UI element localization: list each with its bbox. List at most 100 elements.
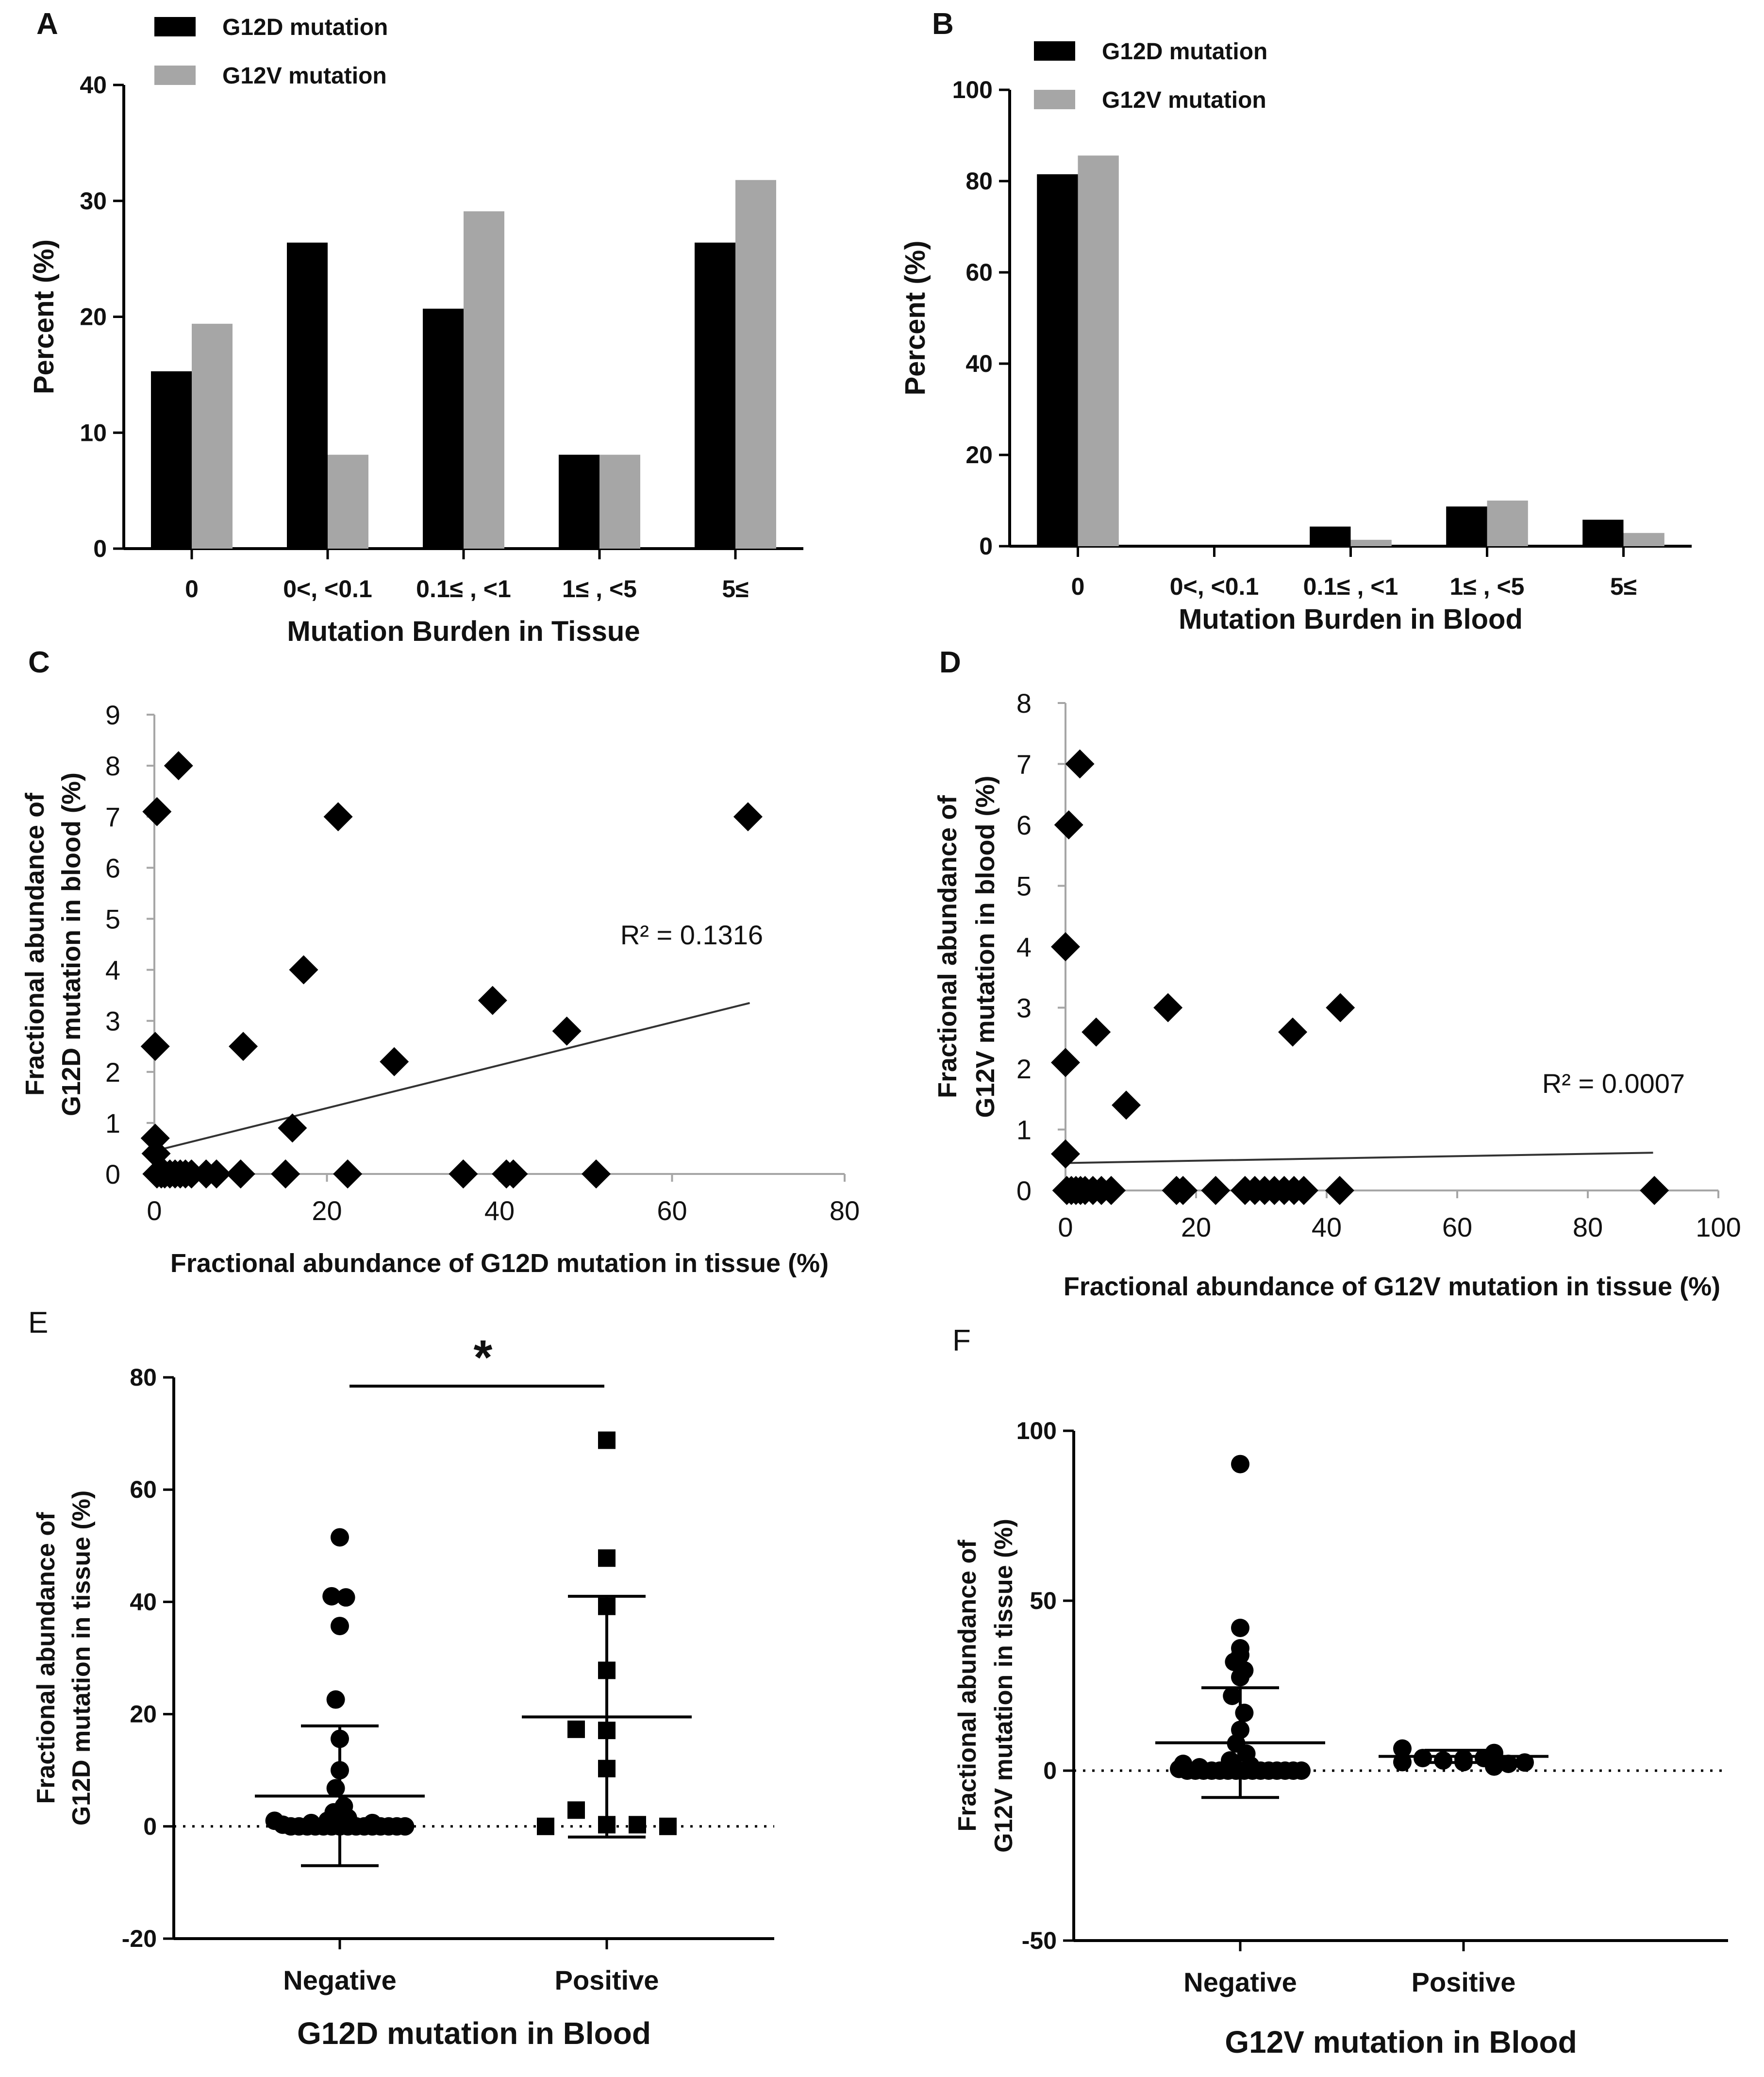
data-point <box>302 1813 321 1832</box>
y-tick-label: 8 <box>1016 688 1032 719</box>
bar <box>328 454 368 549</box>
legend-label: G12D mutation <box>222 15 388 40</box>
legend-label: G12V mutation <box>222 63 387 89</box>
data-point <box>1051 1139 1080 1169</box>
y-tick-label: 6 <box>105 853 120 883</box>
data-point <box>1051 932 1080 961</box>
data-point <box>537 1817 554 1835</box>
x-tick-label: 80 <box>830 1195 860 1226</box>
x-tick-label: 0<, <0.1 <box>1170 573 1259 600</box>
data-point <box>201 1159 231 1189</box>
panel-letter: D <box>939 646 961 679</box>
x-tick-label: 40 <box>484 1195 515 1226</box>
bar <box>1310 526 1351 546</box>
x-tick-label: 0 <box>1058 1212 1073 1242</box>
x-tick-label: Positive <box>555 1965 659 1995</box>
bar <box>287 242 328 549</box>
y-tick-label: 6 <box>1016 810 1032 840</box>
data-point <box>1168 1176 1198 1205</box>
bar <box>1446 506 1487 546</box>
y-tick-label: 3 <box>105 1006 120 1037</box>
y-tick-label: -20 <box>122 1925 157 1952</box>
data-point <box>1499 1755 1518 1773</box>
data-point <box>1221 1751 1239 1770</box>
r-squared-label: R² = 0.1316 <box>620 920 763 950</box>
data-point <box>598 1549 616 1567</box>
data-point <box>142 797 172 826</box>
data-point <box>659 1817 677 1835</box>
data-point <box>1051 1048 1080 1077</box>
x-axis-label: G12D mutation in Blood <box>297 2016 651 2051</box>
data-point <box>478 986 507 1015</box>
data-point <box>289 955 318 985</box>
panel-letter: B <box>932 7 954 41</box>
x-tick-label: 60 <box>1442 1212 1472 1242</box>
x-tick-label: Negative <box>1183 1967 1297 1997</box>
data-point <box>336 1588 355 1607</box>
y-tick-label: 80 <box>965 168 993 195</box>
chart-A: A 0 10 20 30 40 0 0<, <0.1 0.1≤ , <1 1≤ , <5 5≤ G12… <box>28 7 803 647</box>
x-tick-label: 0<, <0.1 <box>283 575 372 603</box>
x-tick-label: Negative <box>283 1965 396 1995</box>
data-point <box>1325 1176 1354 1205</box>
data-point <box>1112 1090 1141 1120</box>
legend-swatch <box>154 66 196 85</box>
data-point <box>1235 1704 1254 1722</box>
chart-B: B 0 20 40 60 80 100 0 0<, <0.1 0.1≤ , <1 1≤ , <5 5≤… <box>899 7 1692 635</box>
y-tick-label: 60 <box>130 1476 157 1503</box>
y-axis-label: G12D mutation in tissue (%) <box>67 1491 96 1826</box>
x-tick-label: 5≤ <box>722 575 749 603</box>
trendline <box>1065 1152 1653 1164</box>
data-point <box>396 1817 415 1836</box>
y-tick-label: 20 <box>965 441 993 469</box>
x-tick-label: 0 <box>185 575 199 603</box>
bar <box>192 323 233 549</box>
data-point <box>331 1617 349 1636</box>
data-point <box>1201 1176 1231 1205</box>
x-tick-label: 100 <box>1696 1212 1741 1242</box>
data-point <box>1640 1176 1669 1205</box>
data-point <box>1292 1761 1311 1780</box>
y-tick-label: 0 <box>979 533 993 560</box>
data-point <box>1054 810 1083 839</box>
data-point <box>177 1159 206 1189</box>
x-axis-label: Fractional abundance of G12D mutation in… <box>170 1249 829 1278</box>
y-axis-label: Percent (%) <box>899 240 931 395</box>
y-tick-label: 5 <box>1016 871 1032 902</box>
data-point <box>380 1047 409 1076</box>
data-point <box>1174 1755 1193 1773</box>
data-point <box>1515 1753 1534 1772</box>
y-tick-label: 0 <box>1043 1757 1057 1784</box>
y-axis-label: G12V mutation in tissue (%) <box>990 1519 1018 1853</box>
y-tick-label: 50 <box>1030 1587 1057 1614</box>
x-tick-label: 80 <box>1573 1212 1603 1242</box>
bar <box>1582 519 1624 546</box>
data-point <box>1082 1017 1111 1047</box>
chart-E: E -20 0 20 40 60 80 Negative Positive * G12D mutat… <box>28 1306 774 2051</box>
x-tick-label: 20 <box>1181 1212 1211 1242</box>
x-tick-label: 60 <box>657 1195 687 1226</box>
data-point <box>363 1813 382 1832</box>
r-squared-label: R² = 0.0007 <box>1542 1068 1685 1099</box>
y-tick-label: 0 <box>105 1159 120 1189</box>
data-point <box>629 1816 646 1834</box>
bar <box>1350 539 1392 546</box>
panel-letter: C <box>28 646 50 679</box>
y-axis-label: Fractional abundance of <box>32 1512 60 1804</box>
y-axis-label: Fractional abundance of <box>933 795 962 1098</box>
legend-swatch <box>1034 90 1075 109</box>
data-point <box>1326 993 1355 1022</box>
significance-label: * <box>474 1330 493 1385</box>
x-axis-label: G12V mutation in Blood <box>1225 2025 1577 2060</box>
y-tick-label: 5 <box>105 904 120 934</box>
data-point <box>333 1159 363 1189</box>
y-tick-label: 10 <box>80 419 107 446</box>
legend-swatch <box>154 17 196 36</box>
data-point <box>1289 1176 1318 1205</box>
y-tick-label: 2 <box>105 1057 120 1088</box>
bar <box>423 308 464 549</box>
data-point <box>1393 1739 1412 1758</box>
legend-swatch <box>1034 41 1075 61</box>
